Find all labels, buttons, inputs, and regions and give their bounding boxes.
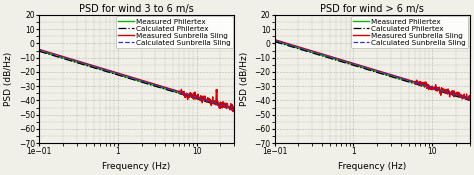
Calculated Sunbrella Sling <box>387 74 392 76</box>
Calculated Philertex <box>402 80 408 82</box>
Calculated Sunbrella Sling <box>467 98 473 100</box>
Measured Philertex <box>36 50 42 52</box>
Calculated Sunbrella Sling <box>36 49 42 51</box>
Measured Sunbrella Sling <box>230 111 236 113</box>
Line: Calculated Philertex: Calculated Philertex <box>39 51 234 110</box>
Legend: Measured Philertex, Calculated Philertex, Measured Sunbrella Sling, Calculated S: Measured Philertex, Calculated Philertex… <box>351 16 468 48</box>
Measured Sunbrella Sling <box>322 54 328 56</box>
Measured Sunbrella Sling <box>306 49 312 51</box>
Calculated Sunbrella Sling <box>402 78 408 80</box>
Calculated Sunbrella Sling <box>360 66 366 68</box>
Measured Sunbrella Sling <box>231 107 237 109</box>
Calculated Philertex <box>467 99 473 101</box>
Calculated Sunbrella Sling <box>151 83 157 86</box>
Measured Sunbrella Sling <box>166 88 172 90</box>
Measured Sunbrella Sling <box>387 73 392 75</box>
Measured Sunbrella Sling <box>36 48 42 50</box>
Measured Philertex <box>387 75 392 77</box>
Calculated Sunbrella Sling <box>306 49 312 51</box>
Calculated Philertex <box>387 75 392 77</box>
Measured Sunbrella Sling <box>402 78 408 80</box>
Title: PSD for wind 3 to 6 m/s: PSD for wind 3 to 6 m/s <box>79 4 194 14</box>
Line: Calculated Philertex: Calculated Philertex <box>274 42 470 100</box>
Measured Philertex <box>86 65 92 67</box>
Calculated Philertex <box>183 94 189 97</box>
Measured Sunbrella Sling <box>86 63 92 65</box>
Calculated Sunbrella Sling <box>125 75 130 78</box>
Calculated Philertex <box>86 65 92 67</box>
Measured Sunbrella Sling <box>71 59 76 61</box>
X-axis label: Frequency (Hz): Frequency (Hz) <box>102 162 171 171</box>
Calculated Philertex <box>360 67 366 69</box>
Line: Measured Philertex: Measured Philertex <box>39 51 234 110</box>
Measured Philertex <box>419 84 424 86</box>
Y-axis label: PSD (dB/Hz): PSD (dB/Hz) <box>240 52 249 106</box>
Line: Measured Philertex: Measured Philertex <box>274 41 470 100</box>
Line: Measured Sunbrella Sling: Measured Sunbrella Sling <box>39 49 234 112</box>
Measured Philertex <box>125 76 130 78</box>
Measured Philertex <box>467 99 473 101</box>
Y-axis label: PSD (dB/Hz): PSD (dB/Hz) <box>4 52 13 106</box>
Measured Sunbrella Sling <box>125 75 130 77</box>
Measured Sunbrella Sling <box>465 99 471 101</box>
Calculated Sunbrella Sling <box>272 39 277 41</box>
Measured Philertex <box>402 79 408 81</box>
Measured Philertex <box>231 108 237 111</box>
Calculated Philertex <box>322 56 328 58</box>
Measured Philertex <box>306 50 312 52</box>
Measured Philertex <box>166 89 172 91</box>
Calculated Philertex <box>231 109 237 111</box>
Calculated Philertex <box>419 85 424 87</box>
Measured Philertex <box>183 94 189 96</box>
Measured Philertex <box>151 84 157 86</box>
Calculated Sunbrella Sling <box>71 59 76 61</box>
Line: Calculated Sunbrella Sling: Calculated Sunbrella Sling <box>39 50 234 109</box>
Calculated Philertex <box>151 85 157 87</box>
Calculated Sunbrella Sling <box>231 108 237 110</box>
Calculated Sunbrella Sling <box>183 93 189 95</box>
Measured Philertex <box>272 40 277 42</box>
X-axis label: Frequency (Hz): Frequency (Hz) <box>338 162 406 171</box>
Calculated Sunbrella Sling <box>86 64 92 66</box>
Calculated Philertex <box>272 41 277 43</box>
Calculated Sunbrella Sling <box>166 88 172 90</box>
Title: PSD for wind > 6 m/s: PSD for wind > 6 m/s <box>320 4 424 14</box>
Measured Sunbrella Sling <box>151 83 157 85</box>
Calculated Philertex <box>71 61 76 63</box>
Calculated Sunbrella Sling <box>322 54 328 56</box>
Measured Sunbrella Sling <box>272 39 277 41</box>
Calculated Philertex <box>166 89 172 92</box>
Measured Philertex <box>71 60 76 62</box>
Measured Sunbrella Sling <box>183 93 189 95</box>
Calculated Philertex <box>306 51 312 53</box>
Measured Philertex <box>360 66 366 69</box>
Legend: Measured Philertex, Calculated Philertex, Measured Sunbrella Sling, Calculated S: Measured Philertex, Calculated Philertex… <box>116 16 233 48</box>
Calculated Philertex <box>125 77 130 79</box>
Line: Calculated Sunbrella Sling: Calculated Sunbrella Sling <box>274 40 470 99</box>
Calculated Sunbrella Sling <box>419 83 424 85</box>
Line: Measured Sunbrella Sling: Measured Sunbrella Sling <box>274 40 470 100</box>
Calculated Philertex <box>36 50 42 52</box>
Measured Sunbrella Sling <box>467 95 473 97</box>
Measured Sunbrella Sling <box>419 81 424 83</box>
Measured Philertex <box>322 55 328 57</box>
Measured Sunbrella Sling <box>360 65 366 67</box>
